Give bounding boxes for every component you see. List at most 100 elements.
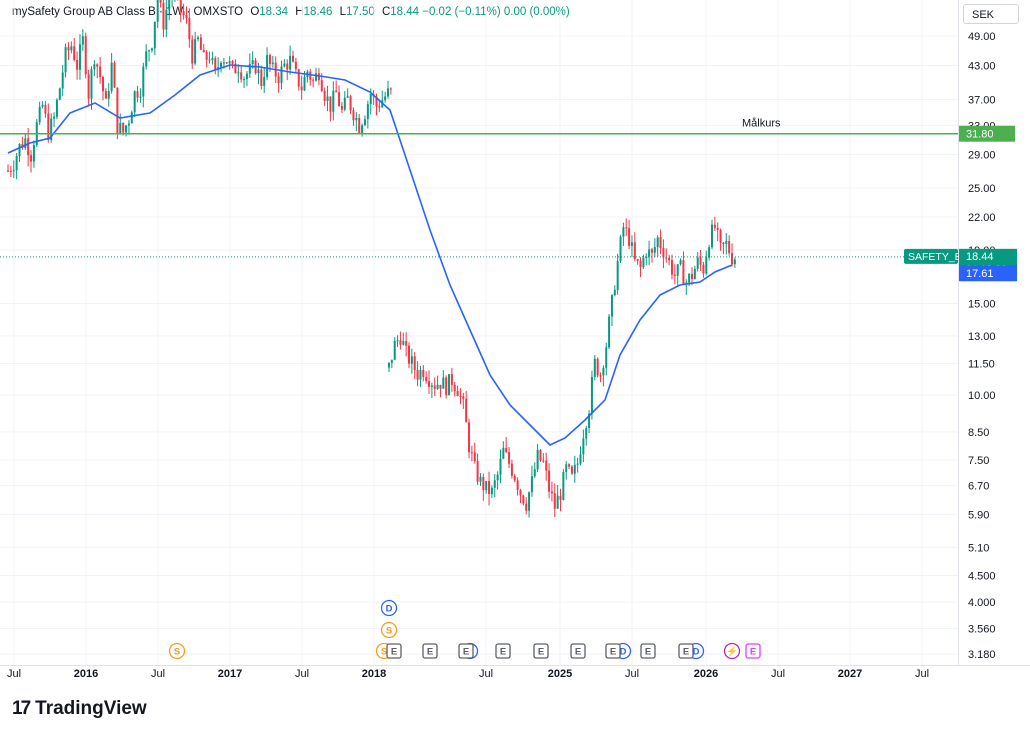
tradingview-logo[interactable]: 17 TradingView: [12, 698, 147, 720]
event-marker: [723, 642, 741, 660]
candle-body: [731, 253, 733, 265]
candle-body: [67, 47, 70, 51]
candle-body: [99, 66, 102, 78]
candle-body: [468, 422, 471, 453]
candle-body: [565, 464, 568, 473]
candle-body: [670, 260, 673, 275]
y-tick-label: 3.180: [968, 649, 996, 661]
candle-body: [130, 112, 133, 124]
candle-body: [84, 36, 87, 75]
candle-body: [329, 96, 332, 112]
candle-body: [208, 59, 211, 61]
event-marker: [380, 621, 398, 639]
candle-body: [162, 2, 165, 30]
candle-body: [358, 117, 361, 133]
candle-body: [588, 413, 591, 429]
event-marker: [168, 642, 186, 660]
candle-body: [402, 341, 405, 345]
candle-body: [576, 463, 579, 465]
candle-body: [393, 340, 396, 360]
candle-body: [656, 237, 659, 248]
candle-body: [696, 257, 699, 269]
event-marker-letter: E: [575, 647, 581, 658]
y-tick-label: 22.00: [968, 212, 996, 224]
currency-button[interactable]: SEK: [963, 4, 1019, 24]
candle-body: [9, 170, 12, 172]
candle-body: [211, 58, 214, 61]
event-marker-letter: S: [381, 647, 387, 658]
earnings-marker: [640, 643, 656, 659]
candle-body: [728, 240, 731, 254]
candle-body: [142, 66, 145, 97]
x-tick-label: 2018: [362, 668, 386, 680]
candle-body: [113, 62, 116, 88]
candle-body: [668, 257, 671, 261]
candle-body: [286, 63, 289, 70]
candle-body: [251, 60, 254, 64]
candle-body: [533, 469, 536, 477]
event-marker-letter: ⚡: [726, 646, 738, 658]
candle-body: [690, 273, 693, 280]
earnings-marker: [495, 643, 511, 659]
candle-body: [530, 476, 533, 493]
candle-body: [425, 377, 428, 382]
candle-body: [542, 460, 545, 462]
candle-body: [682, 260, 685, 285]
candle-body: [573, 464, 576, 474]
change-value: −0.02 (−0.11%): [422, 6, 501, 18]
candle-body: [733, 259, 736, 265]
candle-body: [12, 170, 15, 172]
candle-body: [673, 274, 676, 276]
candle-body: [705, 257, 708, 274]
candle-body: [619, 236, 622, 261]
symbol-badge: [904, 248, 958, 264]
candle-body: [119, 122, 122, 134]
candle-body: [413, 356, 416, 371]
y-tick-label: 5.10: [968, 542, 989, 554]
candle-body: [550, 491, 553, 494]
candle-body: [179, 0, 182, 11]
candle-body: [110, 62, 113, 92]
candle-body: [568, 464, 571, 467]
volume-value: 0.00 (0.00%): [503, 6, 570, 18]
candle-body: [197, 37, 199, 40]
candle-body: [346, 96, 349, 98]
candle-body: [476, 461, 479, 482]
candle-body: [650, 249, 653, 253]
candle-body: [390, 359, 393, 363]
candle-body: [165, 9, 168, 30]
candle-body: [145, 51, 148, 67]
candle-body: [309, 71, 312, 80]
candle-body: [38, 106, 41, 123]
candle-body: [642, 257, 645, 268]
candle-body: [473, 452, 476, 462]
candle-body: [369, 94, 372, 105]
candle-body: [363, 119, 366, 126]
candle-body: [553, 493, 556, 509]
earnings-marker: [570, 643, 586, 659]
low-label: L: [339, 6, 346, 18]
candle-body: [445, 377, 448, 396]
candle-body: [50, 118, 53, 141]
candle-body: [58, 88, 61, 100]
candle-body: [104, 91, 107, 99]
candle-body: [396, 340, 399, 342]
candle-body: [502, 447, 505, 459]
earnings-marker: [533, 643, 549, 659]
candle-body: [271, 62, 274, 64]
candle-body: [340, 106, 343, 110]
candle-body: [482, 476, 485, 491]
candle-body: [205, 52, 208, 60]
target-price-value: 31.80: [966, 129, 994, 141]
candle-body: [361, 125, 364, 133]
x-tick-label: 2025: [548, 668, 572, 680]
candle-body: [315, 73, 318, 81]
candle-body: [225, 62, 228, 64]
chart-header: mySafety Group AB Class B · 1W · OMXSTO …: [12, 6, 570, 18]
candle-body: [194, 39, 197, 64]
earnings-marker: [678, 643, 694, 659]
candle-body: [375, 96, 378, 107]
candle-body: [582, 438, 585, 455]
event-marker-letter: E: [610, 647, 616, 658]
